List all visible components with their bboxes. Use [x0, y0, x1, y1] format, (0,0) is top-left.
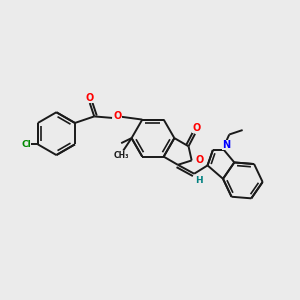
- Text: O: O: [113, 111, 122, 122]
- Text: CH₃: CH₃: [114, 151, 130, 160]
- Text: N: N: [222, 140, 230, 150]
- Text: O: O: [196, 155, 204, 166]
- Text: Cl: Cl: [21, 140, 31, 149]
- Text: O: O: [85, 93, 94, 103]
- Text: H: H: [195, 176, 203, 185]
- Text: O: O: [192, 124, 201, 134]
